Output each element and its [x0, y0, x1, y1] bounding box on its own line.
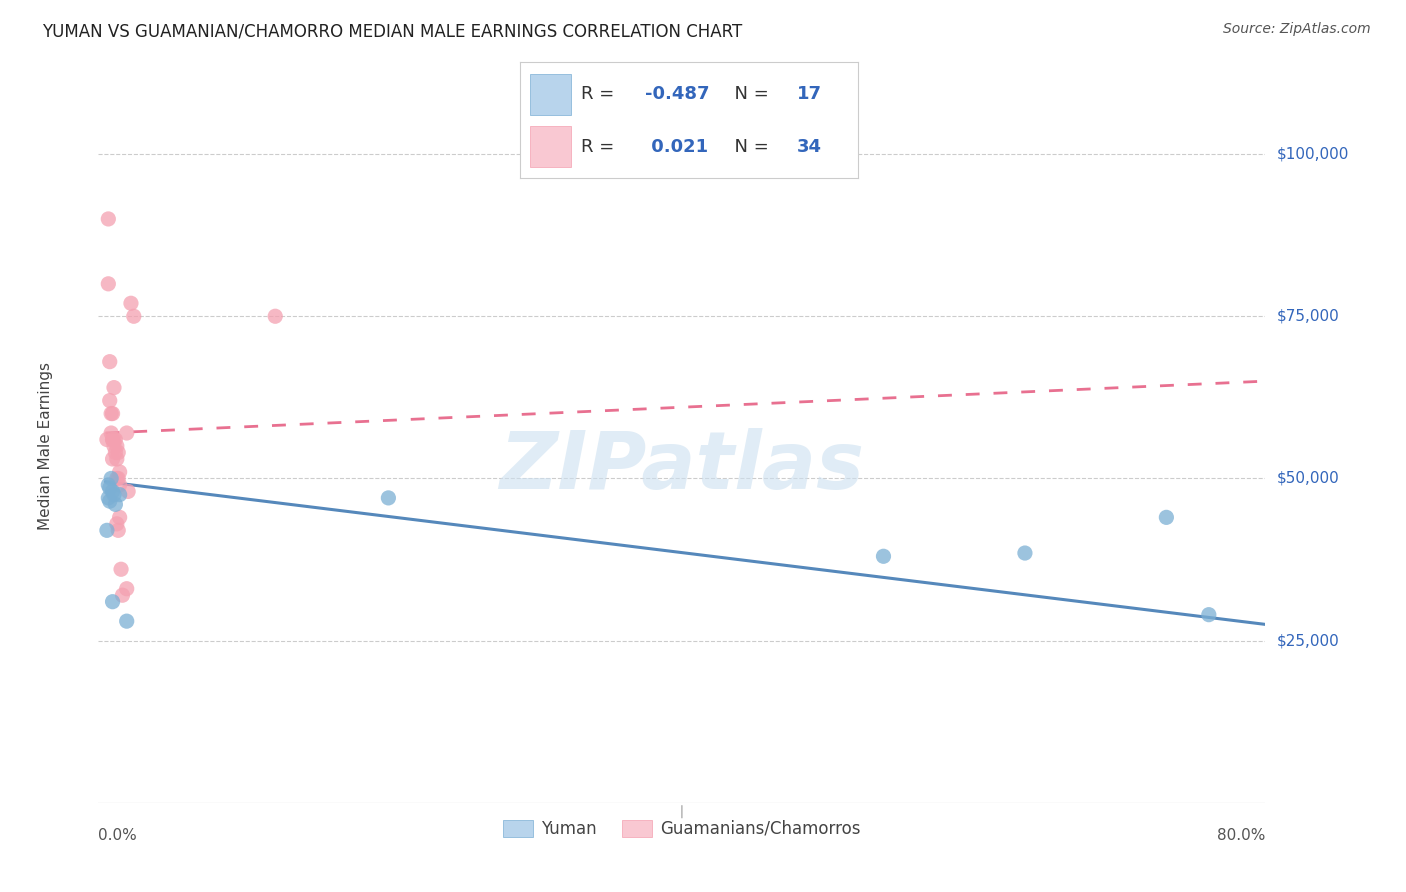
Point — [98, 354, 121, 368]
Point — [98, 393, 121, 408]
Point — [103, 381, 125, 395]
Point — [115, 582, 138, 596]
Point — [101, 452, 124, 467]
Text: N =: N = — [723, 85, 775, 103]
Point — [100, 425, 122, 440]
Point — [872, 549, 894, 564]
Text: $50,000: $50,000 — [1277, 471, 1340, 486]
Point — [101, 433, 124, 447]
Point — [98, 481, 121, 495]
Point — [264, 310, 287, 324]
Text: ZIPatlas: ZIPatlas — [499, 428, 865, 507]
Text: YUMAN VS GUAMANIAN/CHAMORRO MEDIAN MALE EARNINGS CORRELATION CHART: YUMAN VS GUAMANIAN/CHAMORRO MEDIAN MALE … — [42, 22, 742, 40]
Text: R =: R = — [581, 85, 620, 103]
Text: Median Male Earnings: Median Male Earnings — [38, 362, 53, 530]
Text: $75,000: $75,000 — [1277, 309, 1340, 324]
Text: 0.0%: 0.0% — [98, 828, 138, 843]
Point — [101, 407, 124, 421]
Point — [105, 471, 128, 485]
Text: $25,000: $25,000 — [1277, 633, 1340, 648]
Point — [1156, 510, 1178, 524]
Point — [115, 614, 138, 628]
Point — [120, 296, 142, 310]
Point — [1014, 546, 1036, 560]
Point — [107, 471, 129, 485]
Point — [103, 439, 125, 453]
Point — [101, 484, 124, 499]
Text: -0.487: -0.487 — [645, 85, 710, 103]
Point — [111, 588, 134, 602]
Point — [104, 497, 127, 511]
Point — [105, 439, 128, 453]
FancyBboxPatch shape — [530, 126, 571, 167]
Point — [101, 433, 124, 447]
Point — [110, 562, 132, 576]
Point — [104, 433, 127, 447]
Point — [108, 478, 131, 492]
Text: Source: ZipAtlas.com: Source: ZipAtlas.com — [1223, 22, 1371, 37]
Point — [104, 445, 127, 459]
Point — [97, 277, 120, 291]
Text: 0.021: 0.021 — [645, 138, 709, 156]
Text: $100,000: $100,000 — [1277, 146, 1348, 161]
Point — [377, 491, 399, 505]
FancyBboxPatch shape — [530, 74, 571, 114]
Point — [122, 310, 145, 324]
Text: 80.0%: 80.0% — [1218, 828, 1265, 843]
Point — [97, 491, 120, 505]
Point — [103, 433, 125, 447]
Text: R =: R = — [581, 138, 620, 156]
Text: N =: N = — [723, 138, 775, 156]
Point — [107, 445, 129, 459]
Point — [108, 488, 131, 502]
Point — [108, 465, 131, 479]
Point — [100, 471, 122, 485]
Point — [115, 425, 138, 440]
Point — [117, 484, 139, 499]
Point — [101, 595, 124, 609]
Point — [107, 524, 129, 538]
Point — [97, 478, 120, 492]
Point — [105, 516, 128, 531]
Point — [100, 407, 122, 421]
Text: 17: 17 — [797, 85, 823, 103]
Legend: Yuman, Guamanians/Chamorros: Yuman, Guamanians/Chamorros — [496, 813, 868, 845]
Point — [1198, 607, 1220, 622]
Point — [96, 524, 118, 538]
Point — [98, 494, 121, 508]
Text: 34: 34 — [797, 138, 823, 156]
Point — [96, 433, 118, 447]
Point — [105, 452, 128, 467]
Point — [103, 488, 125, 502]
Point — [97, 211, 120, 226]
Point — [108, 510, 131, 524]
